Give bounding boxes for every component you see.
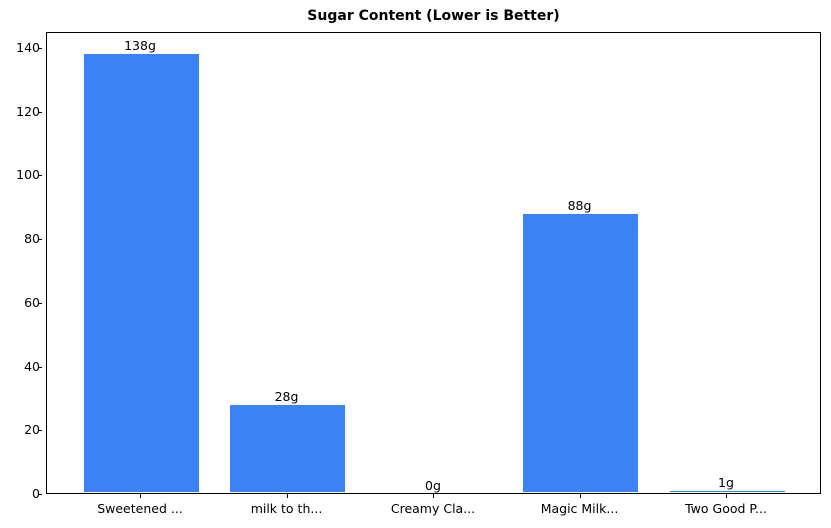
- y-tick-label: 60: [24, 295, 40, 310]
- bar: [82, 53, 200, 493]
- bar-value-label: 88g: [567, 198, 592, 213]
- bar: [375, 492, 493, 493]
- y-tick-label: 20: [24, 422, 40, 437]
- x-tick: [580, 494, 581, 498]
- y-tick-label: 80: [24, 231, 40, 246]
- x-tick: [140, 494, 141, 498]
- y-tick: [38, 239, 42, 240]
- bar: [522, 212, 639, 493]
- bar-value-label: 0g: [425, 478, 441, 493]
- bar: [668, 489, 786, 493]
- x-tick-label: Two Good P...: [685, 501, 767, 516]
- y-tick: [38, 367, 42, 368]
- x-tick-label: Creamy Cla...: [390, 501, 476, 516]
- x-tick-label: Magic Milk...: [540, 501, 619, 516]
- x-tick-label: Sweetened ...: [97, 501, 183, 516]
- y-tick-label: 140: [16, 40, 40, 55]
- x-tick: [433, 494, 434, 498]
- y-tick: [38, 175, 42, 176]
- bar-value-label: 28g: [274, 389, 299, 404]
- x-tick-label: milk to th...: [250, 501, 323, 516]
- chart-title: Sugar Content (Lower is Better): [307, 8, 560, 24]
- y-tick-label: 120: [16, 104, 40, 119]
- x-tick: [726, 494, 727, 498]
- y-tick-label: 0: [32, 486, 40, 501]
- y-tick: [38, 430, 42, 431]
- y-tick: [38, 494, 42, 495]
- y-tick: [38, 48, 42, 49]
- x-tick: [287, 494, 288, 498]
- y-tick: [38, 112, 42, 113]
- plot-area: [46, 32, 821, 494]
- y-tick-label: 40: [24, 359, 40, 374]
- bar-value-label: 138g: [124, 38, 156, 53]
- bar-value-label: 1g: [718, 475, 734, 490]
- y-tick-label: 100: [16, 167, 40, 182]
- bar: [229, 403, 346, 493]
- y-tick: [38, 303, 42, 304]
